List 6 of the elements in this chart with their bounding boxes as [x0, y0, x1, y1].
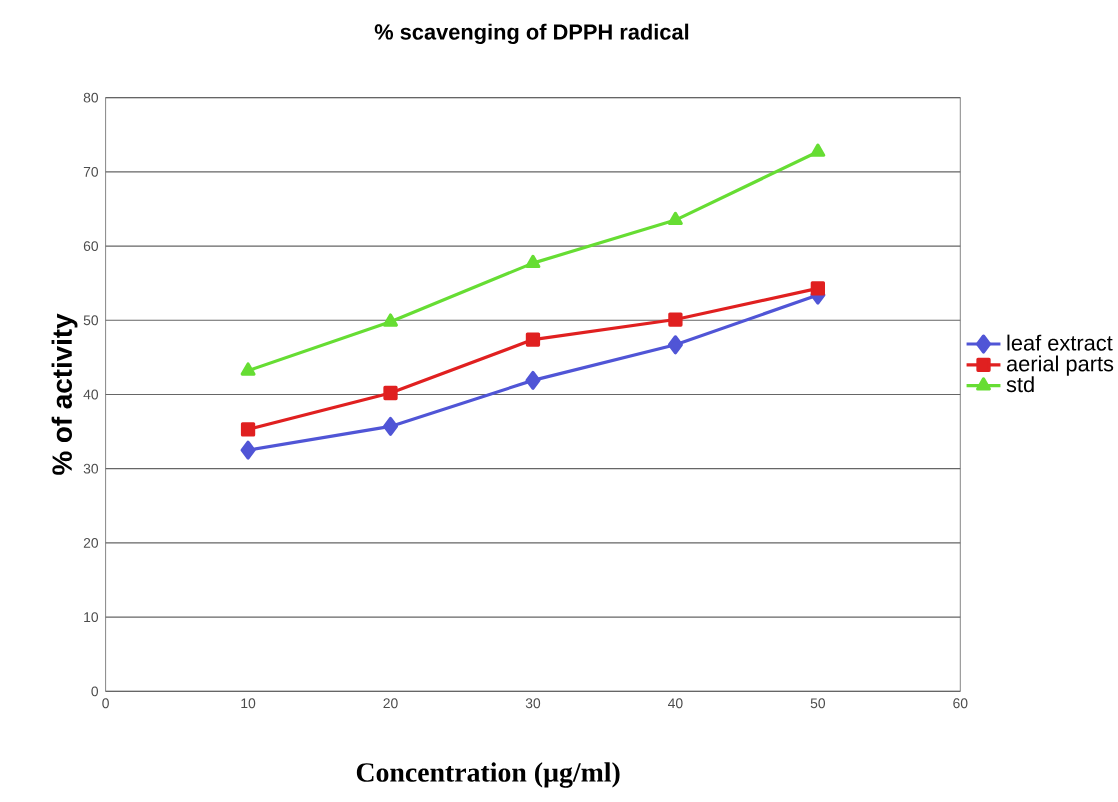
chart-title: % scavenging of DPPH radical: [374, 23, 689, 44]
legend-label: leaf extract: [1007, 334, 1113, 351]
legend-label: aerial parts: [1006, 354, 1114, 376]
legend-label: std: [1006, 375, 1034, 392]
x-axis-title: Concentration (µg/ml): [356, 761, 620, 788]
y-axis-title: % of activity: [51, 313, 78, 475]
